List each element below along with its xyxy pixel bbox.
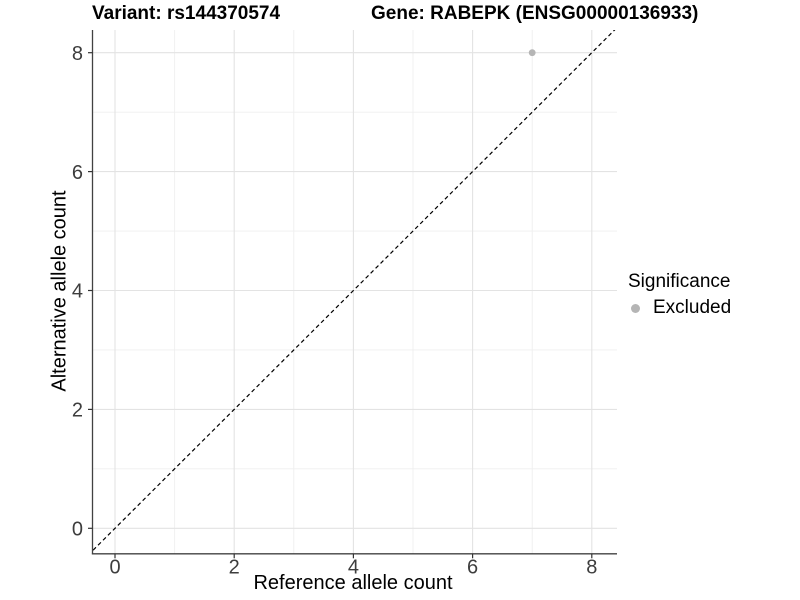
x-tick-label: 0 bbox=[109, 556, 120, 578]
y-tick-label: 0 bbox=[72, 519, 83, 541]
x-axis-title: Reference allele count bbox=[253, 572, 453, 594]
x-tick-label: 4 bbox=[348, 556, 359, 578]
x-tick-label: 6 bbox=[467, 556, 478, 578]
x-tick-label: 2 bbox=[229, 556, 240, 578]
y-tick-label: 6 bbox=[72, 162, 83, 184]
excluded-point-icon bbox=[631, 303, 640, 313]
y-tick-label: 4 bbox=[72, 281, 83, 303]
gene-title: Gene: RABEPK (ENSG00000136933) bbox=[371, 3, 699, 24]
x-tick-label: 8 bbox=[586, 556, 597, 578]
data-point bbox=[528, 49, 536, 57]
legend-item-label: Excluded bbox=[653, 297, 732, 318]
legend-title: Significance bbox=[628, 271, 731, 292]
y-tick-label: 2 bbox=[72, 400, 83, 422]
variant-title: Variant: rs144370574 bbox=[92, 3, 281, 24]
y-tick-label: 8 bbox=[72, 43, 83, 65]
legend: Significance Excluded bbox=[628, 271, 731, 319]
identity-line bbox=[92, 30, 616, 552]
legend-item-excluded: Excluded bbox=[628, 297, 731, 319]
y-axis-title: Alternative allele count bbox=[48, 190, 71, 392]
